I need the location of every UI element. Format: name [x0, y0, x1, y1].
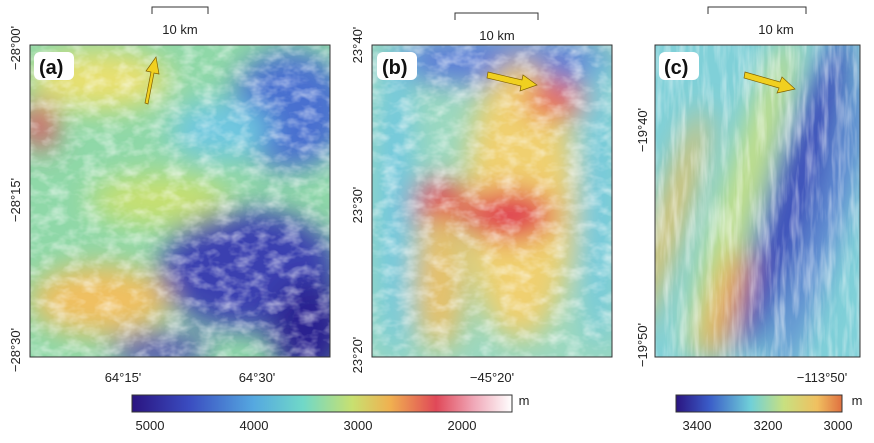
- panel-label: (b): [382, 57, 408, 79]
- x-coord-label: 64°30': [239, 370, 276, 385]
- scale-bar: [708, 7, 806, 14]
- scale-label: 10 km: [162, 22, 197, 37]
- figure: (a) 10 km −28°00' −28°15' −28°30' 64°15' 64°30…: [0, 0, 874, 438]
- x-coord-label: −113°50': [797, 370, 847, 385]
- y-coord-label: −19°50': [635, 323, 650, 367]
- panel-label: (c): [664, 57, 688, 79]
- colorbar-tick-label: 4000: [240, 418, 269, 433]
- y-coord-label: −19°40': [635, 108, 650, 152]
- colorbar-tick-label: 3000: [344, 418, 373, 433]
- colorbar-tick-label: 3400: [683, 418, 712, 433]
- colorbar-unit: m: [852, 393, 863, 408]
- x-coord-label: −45°20': [470, 370, 514, 385]
- colorbar: [132, 395, 512, 412]
- y-coord-label: −28°15': [8, 178, 23, 222]
- x-coord-label: 64°15': [105, 370, 142, 385]
- y-coord-label: −28°30': [8, 328, 23, 372]
- y-coord-label: 23°40': [350, 27, 365, 64]
- colorbar-tick-label: 3000: [824, 418, 853, 433]
- scale-bar: [152, 7, 208, 14]
- map-a: [25, 45, 350, 380]
- scale-label: 10 km: [479, 28, 514, 43]
- y-coord-label: 23°30': [350, 187, 365, 224]
- colorbar-unit: m: [519, 393, 530, 408]
- map-b: [372, 35, 620, 360]
- y-coord-label: 23°20': [350, 337, 365, 374]
- scale-bar: [455, 13, 538, 20]
- panel-label: (a): [39, 57, 63, 79]
- y-coord-label: −28°00': [8, 26, 23, 70]
- colorbar-tick-label: 5000: [136, 418, 165, 433]
- colorbar-tick-label: 3200: [754, 418, 783, 433]
- scale-label: 10 km: [758, 22, 793, 37]
- map-c: [618, 0, 874, 389]
- colorbar-tick-label: 2000: [448, 418, 477, 433]
- colorbar: [676, 395, 842, 412]
